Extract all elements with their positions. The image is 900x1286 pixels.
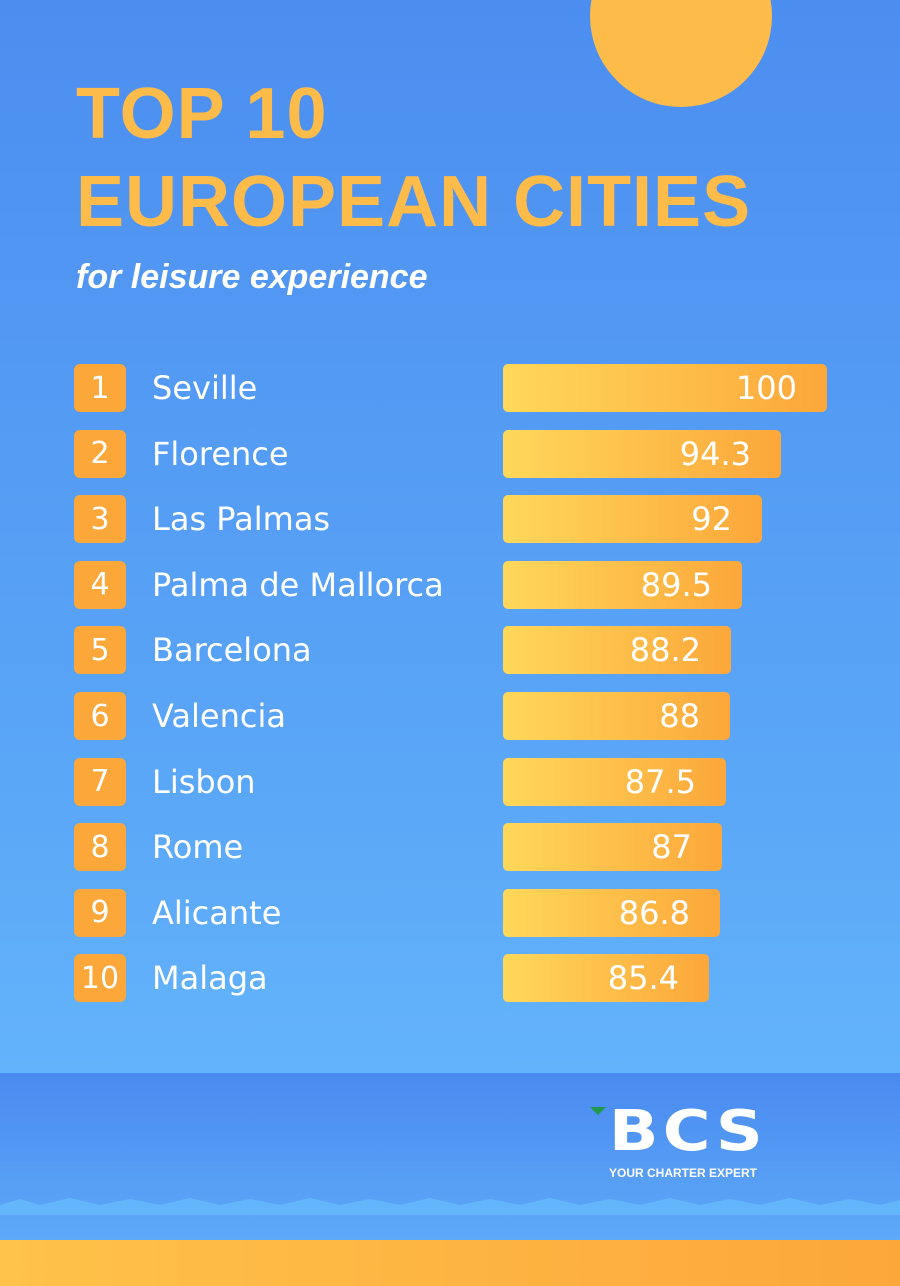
score-label: 94.3 [679,434,751,473]
rank-badge: 7 [74,757,126,806]
title-line-1: TOP 10 [76,74,328,154]
city-label: Valencia [152,697,286,735]
score-bar: 87 [503,823,722,872]
rank-badge: 9 [74,888,126,937]
score-label: 92 [691,500,732,539]
rank-badge: 6 [74,692,126,740]
rank-badge: 1 [74,364,126,412]
city-label: Lisbon [152,762,256,801]
rank-badge: 3 [74,495,126,544]
city-label: Florence [152,434,289,473]
city-label: Barcelona [152,631,312,670]
score-label: 89.5 [640,565,712,604]
chart-row: 4 Palma de Mallorca 89.5 [0,560,900,609]
rank-badge: 5 [74,626,126,675]
score-bar: 85.4 [503,954,709,1003]
rank-badge: 10 [74,954,126,1003]
rank-badge: 4 [74,560,126,609]
city-label: Alicante [152,893,282,932]
sun-decoration [590,0,772,107]
score-bar: 94.3 [503,429,781,478]
chart-row: 2 Florence 94.3 [0,429,900,478]
chart-row: 9 Alicante 86.8 [0,888,900,937]
score-bar: 88 [503,692,730,740]
title-line-2: EUROPEAN CITIES [76,162,752,242]
chart-row: 10 Malaga 85.4 [0,954,900,1003]
waves-decoration [0,1198,900,1215]
subtitle: for leisure experience [76,258,428,296]
chart-row: 7 Lisbon 87.5 [0,757,900,806]
logo-tagline: YOUR CHARTER EXPERT [609,1166,758,1180]
chart-row: 1 Seville 100 [0,364,900,412]
score-label: 87.5 [624,762,696,801]
score-bar: 89.5 [503,560,742,609]
score-label: 88 [659,697,700,735]
score-label: 87 [651,828,692,867]
chart-row: 3 Las Palmas 92 [0,495,900,544]
score-bar: 88.2 [503,626,731,675]
rank-badge: 8 [74,823,126,872]
sand-band [0,1240,900,1286]
score-bar: 86.8 [503,888,720,937]
city-label: Palma de Mallorca [152,565,444,604]
score-bar: 92 [503,495,762,544]
score-label: 85.4 [607,959,679,998]
city-label: Seville [152,369,258,407]
chart-row: 8 Rome 87 [0,823,900,872]
city-label: Rome [152,828,244,867]
city-label: Malaga [152,959,268,998]
score-bar: 87.5 [503,757,726,806]
score-label: 88.2 [629,631,701,670]
chart-row: 6 Valencia 88 [0,692,900,740]
chart-row: 5 Barcelona 88.2 [0,626,900,675]
bcs-logo: BCS [590,1103,767,1164]
score-label: 86.8 [618,893,690,932]
score-bar: 100 [503,364,827,412]
city-label: Las Palmas [152,500,331,539]
svg-text:BCS: BCS [609,1103,767,1164]
score-label: 100 [735,369,797,407]
rank-badge: 2 [74,429,126,478]
